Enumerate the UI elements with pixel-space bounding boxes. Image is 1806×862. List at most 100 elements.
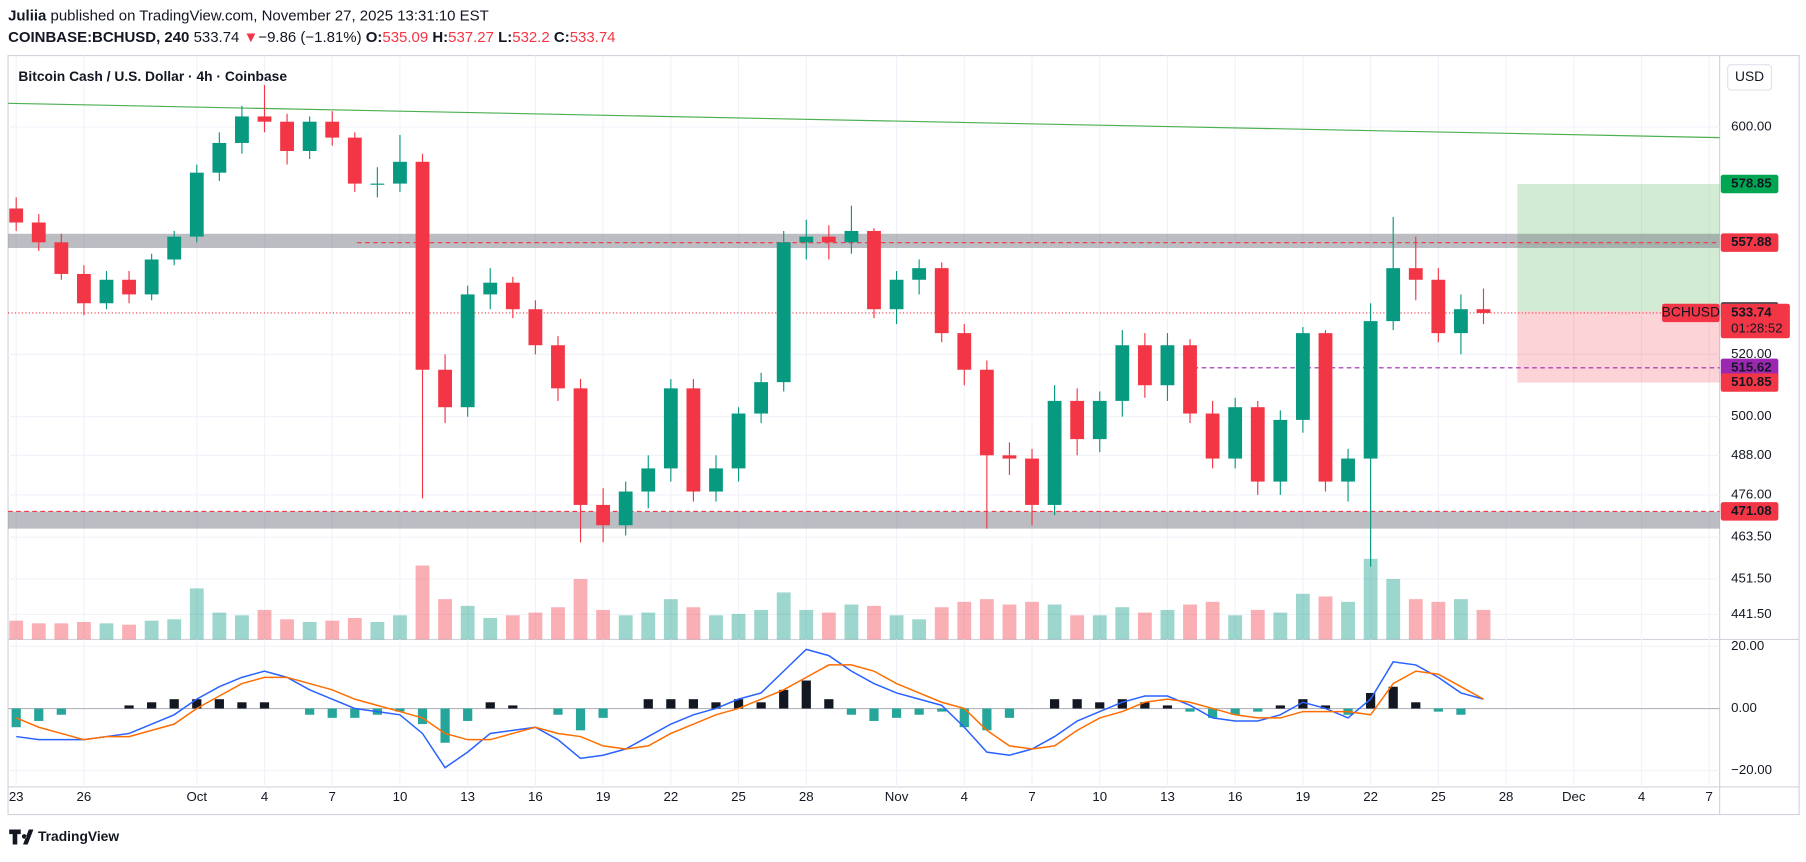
level-label: 578.85: [1731, 176, 1771, 191]
y-tick-label: 476.00: [1731, 486, 1771, 501]
x-tick-label: 26: [77, 789, 92, 804]
currency-box[interactable]: [1727, 64, 1773, 91]
macd-hist: [869, 708, 879, 721]
volume-bar: [9, 620, 24, 640]
level-label-box: [1720, 233, 1779, 252]
volume-bar: [1183, 604, 1197, 640]
candle-body: [663, 388, 678, 469]
candle-body: [438, 369, 453, 408]
candle-body: [280, 121, 294, 152]
currency[interactable]: USD: [1735, 68, 1764, 84]
level-label-box: [1720, 174, 1779, 194]
macd-hist: [982, 708, 992, 731]
macd-hist: [350, 708, 360, 718]
x-tick-label: Dec: [1562, 789, 1586, 804]
l-label: L:: [498, 29, 512, 46]
macd-hist: [1095, 702, 1105, 709]
volume-bar: [1318, 596, 1333, 640]
volume-bar: [1115, 607, 1130, 640]
candle-body: [912, 268, 927, 280]
volume-bar: [370, 622, 385, 640]
x-tick-label: 22: [1363, 789, 1378, 804]
volume-bar: [235, 615, 249, 640]
x-tick-label: 19: [1296, 789, 1311, 804]
candle-body: [1431, 279, 1446, 334]
candle-body: [596, 504, 611, 526]
volume-bar: [1476, 609, 1491, 640]
macd-hist: [598, 708, 608, 718]
candle-body: [325, 121, 340, 138]
candle-body: [709, 468, 723, 492]
macd-hist: [801, 680, 811, 709]
volume-bar: [573, 579, 588, 640]
frame: [7, 54, 1800, 816]
current-price-box: [1720, 303, 1790, 339]
candle-body: [551, 345, 565, 389]
volume-bar: [889, 615, 904, 640]
macd-hist: [1162, 705, 1173, 709]
candle-body: [1386, 268, 1401, 322]
volume-bar: [1205, 601, 1220, 640]
macd-hist: [779, 689, 789, 709]
volume-bar: [1273, 612, 1288, 640]
level-label-box: [1720, 358, 1779, 378]
macd-hist: [214, 699, 224, 709]
volume-bar: [144, 620, 159, 640]
volume-bar: [438, 599, 453, 640]
candle-body: [1273, 419, 1288, 482]
candle-body: [528, 309, 543, 346]
candle-body: [1002, 455, 1017, 459]
level-label: 471.08: [1731, 503, 1771, 518]
macd-hist: [891, 708, 902, 718]
macd-hist: [1117, 699, 1127, 709]
volume-bar: [189, 588, 204, 640]
x-tick-label: 23: [9, 789, 24, 804]
candle-body: [54, 242, 69, 274]
c-label: C:: [554, 29, 570, 46]
symbol-line: COINBASE:BCHUSD, 240 533.74 ▼−9.86 (−1.8…: [8, 29, 615, 46]
macd-hist: [1185, 708, 1195, 712]
candle-body: [1047, 400, 1062, 505]
macd-hist: [147, 702, 157, 709]
volume-bar: [686, 607, 701, 640]
macd-hist: [824, 699, 834, 709]
macd-hist: [914, 708, 924, 715]
macd-hist: [711, 702, 721, 709]
volume-bar: [99, 623, 114, 640]
volume-bar: [460, 605, 475, 640]
candle-body: [77, 273, 91, 304]
volume-bar: [1386, 579, 1401, 640]
candle-body: [460, 294, 475, 408]
candle-body: [1025, 458, 1039, 505]
x-tick-label: 28: [1499, 789, 1514, 804]
macd-hist: [1253, 708, 1263, 712]
symbol-label: BCHUSD: [1662, 304, 1720, 320]
level-label-box: [1720, 373, 1779, 392]
volume-bar: [1160, 609, 1175, 640]
x-tick-label: 16: [528, 789, 543, 804]
candle-body: [122, 279, 136, 295]
volume-bar: [1025, 601, 1039, 640]
symbol-label-box: [1662, 303, 1720, 323]
level-label: 515.62: [1731, 359, 1771, 374]
volume-bar: [1092, 615, 1107, 640]
x-tick-label: 7: [1028, 789, 1035, 804]
low: 532.2: [512, 29, 549, 46]
volume-bar: [641, 612, 656, 640]
volume-bar: [799, 609, 814, 640]
volume-bar: [393, 615, 407, 640]
change: −9.86: [258, 29, 296, 46]
candle-body: [731, 413, 746, 469]
publisher: Juliia: [8, 7, 47, 24]
drawings: [8, 102, 1720, 529]
change-pct: (−1.81%): [300, 29, 361, 46]
macd-hist: [169, 699, 179, 709]
plot-layer: 23 26 Oct 4 7 10 13 16 19 22 25 28 Nov 4 7 10 13 16 19 22 25…: [8, 55, 1790, 804]
macd-hist: [440, 708, 450, 743]
candle-body: [347, 137, 362, 184]
candle-body: [821, 236, 836, 243]
macd-hist: [327, 708, 337, 718]
candle-body: [1070, 400, 1085, 440]
macd-hist: [1411, 702, 1421, 709]
published-text: published on TradingView.com, November 2…: [51, 7, 489, 24]
